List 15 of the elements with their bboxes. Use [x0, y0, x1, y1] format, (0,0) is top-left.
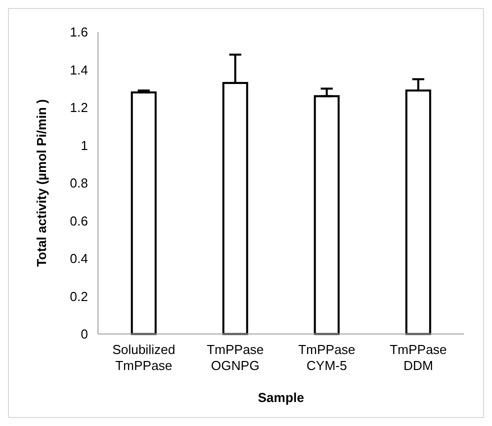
y-tick-label: 1.2 — [70, 100, 88, 116]
y-tick-label: 0.6 — [70, 213, 88, 228]
x-tick-label: TmPPase CYM-5 — [298, 342, 356, 373]
x-tick-label: TmPPase OGNPG — [206, 342, 264, 373]
y-axis-title: Total activity (µmol Pi/min ) — [34, 99, 49, 267]
y-tick-label: 1.4 — [70, 62, 88, 78]
y-tick-label: 0 — [80, 326, 88, 342]
x-axis-title: Sample — [258, 390, 304, 405]
y-tick-label: 1.6 — [70, 24, 88, 40]
y-tick-label: 0.8 — [70, 176, 88, 191]
x-tick-label: Solubilized TmPPase — [112, 342, 176, 373]
y-tick-label: 0.2 — [70, 288, 88, 304]
x-tick-label: TmPPase DDM — [390, 342, 447, 373]
y-tick-label: 1 — [80, 138, 88, 153]
y-tick-label: 0.4 — [70, 251, 88, 266]
